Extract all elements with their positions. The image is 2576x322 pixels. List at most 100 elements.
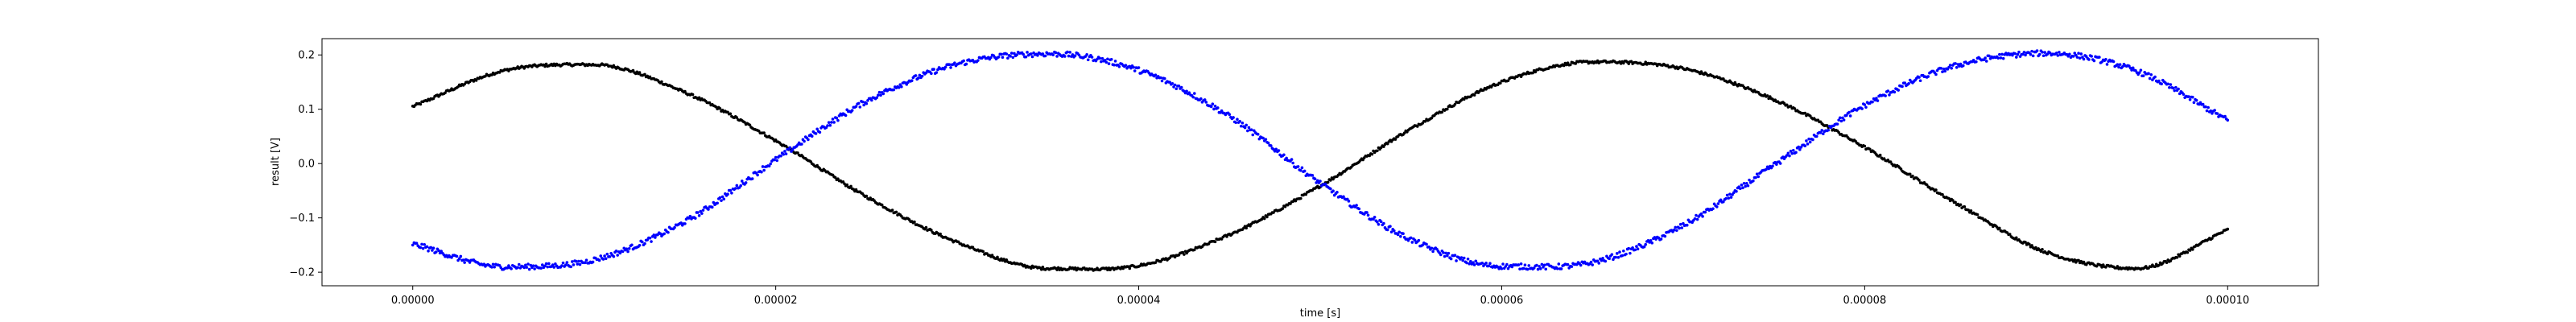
data-point	[1612, 258, 1615, 262]
data-point	[631, 68, 635, 72]
data-point	[1249, 224, 1252, 228]
data-point	[1732, 191, 1736, 195]
x-axis: 0.00000 0.00002 0.00004 0.00006 0.00008 0.000…	[391, 286, 2249, 307]
data-point	[1941, 70, 1944, 73]
data-point	[930, 229, 933, 232]
data-point	[796, 151, 799, 155]
data-point	[569, 265, 572, 269]
data-point	[1820, 129, 1824, 132]
data-point	[1999, 56, 2003, 60]
data-point	[2048, 51, 2052, 55]
data-point	[1370, 152, 1374, 156]
data-point	[877, 93, 880, 97]
data-point	[740, 180, 744, 183]
data-point	[1462, 256, 1466, 260]
data-point	[1187, 91, 1191, 94]
data-point	[1030, 52, 1033, 56]
data-point	[1757, 175, 1761, 179]
data-point	[1542, 263, 1546, 267]
data-point	[1893, 90, 1897, 94]
data-point	[2037, 52, 2041, 56]
data-point	[482, 262, 486, 266]
data-point	[1396, 233, 1400, 237]
data-point	[936, 68, 939, 72]
data-point	[947, 63, 952, 67]
data-point	[981, 250, 985, 254]
data-point	[1722, 200, 1725, 204]
data-point	[1129, 66, 1133, 70]
data-point	[1984, 56, 1987, 60]
data-point	[1827, 128, 1831, 132]
data-point	[1948, 64, 1952, 67]
data-point	[1616, 256, 1620, 259]
data-point	[1385, 142, 1389, 146]
data-point	[2024, 53, 2027, 57]
data-point	[712, 200, 716, 204]
data-point	[2073, 258, 2077, 262]
data-point	[1392, 229, 1396, 233]
data-point	[743, 121, 746, 124]
data-point	[1488, 262, 1492, 266]
data-point	[1030, 266, 1033, 270]
data-point	[1860, 107, 1864, 110]
data-point	[1798, 148, 1802, 151]
data-point	[1274, 147, 1278, 151]
data-point	[560, 264, 564, 267]
data-point	[437, 249, 440, 253]
data-point	[561, 261, 565, 265]
data-point	[1908, 172, 1912, 176]
data-point	[1077, 53, 1081, 57]
data-point	[949, 66, 952, 69]
data-point	[1998, 226, 2001, 230]
data-point	[1715, 205, 1719, 208]
data-point	[1837, 118, 1840, 122]
data-point	[1678, 222, 1682, 226]
data-point	[1975, 213, 1979, 217]
data-point	[761, 165, 765, 168]
data-point	[2078, 56, 2082, 60]
data-point	[1566, 262, 1570, 266]
data-point	[718, 196, 722, 200]
data-point	[616, 254, 619, 257]
data-point	[2054, 52, 2058, 55]
data-point	[1160, 79, 1164, 83]
data-point	[1629, 251, 1632, 255]
data-point	[565, 261, 569, 264]
data-point	[2175, 256, 2179, 259]
data-point	[913, 220, 916, 224]
data-point	[2013, 52, 2017, 56]
data-point	[880, 203, 884, 207]
data-point	[701, 208, 705, 212]
data-point	[697, 96, 701, 100]
data-point	[2173, 89, 2177, 93]
data-point	[1379, 220, 1383, 224]
data-point	[1589, 260, 1593, 264]
data-point	[1173, 83, 1177, 87]
data-point	[491, 262, 495, 266]
data-point	[1073, 54, 1077, 57]
data-point	[1620, 254, 1624, 258]
data-point	[1013, 52, 1016, 56]
data-point	[810, 134, 814, 138]
data-point	[1663, 234, 1667, 238]
data-point	[533, 267, 536, 270]
data-point	[1203, 98, 1207, 101]
data-point	[2087, 58, 2091, 61]
data-point	[1499, 81, 1502, 85]
y-tick-label: 0.1	[298, 104, 315, 116]
data-point	[1382, 221, 1385, 225]
data-point	[1570, 265, 1574, 268]
data-point	[1417, 238, 1421, 242]
data-point	[1975, 60, 1978, 64]
x-tick-label: 0.00008	[1843, 295, 1886, 307]
data-point	[1505, 262, 1509, 266]
data-point	[1680, 226, 1684, 229]
series-2	[411, 49, 2230, 271]
data-point	[767, 164, 771, 168]
data-point	[1615, 252, 1619, 255]
data-point	[2182, 93, 2186, 97]
data-point	[964, 62, 968, 66]
data-point	[2082, 57, 2086, 61]
data-point	[572, 263, 576, 266]
data-point	[1055, 55, 1059, 58]
